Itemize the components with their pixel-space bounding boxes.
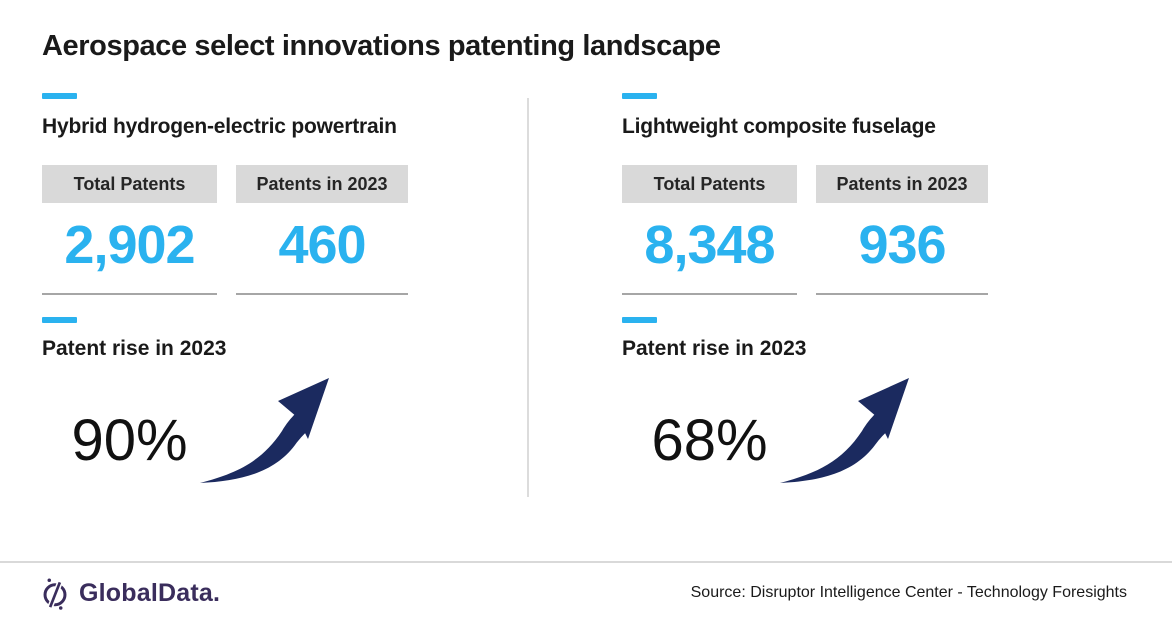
stat-patents-2023: Patents in 2023 460 bbox=[236, 165, 408, 295]
stat-total-patents: Total Patents 8,348 bbox=[622, 165, 797, 295]
logo-text: GlobalData. bbox=[79, 578, 221, 607]
rise-label: Patent rise in 2023 bbox=[42, 337, 227, 360]
accent-dash bbox=[622, 317, 657, 323]
stat-patents-2023: Patents in 2023 936 bbox=[816, 165, 988, 295]
stat-label: Total Patents bbox=[622, 165, 797, 203]
stats-row: Total Patents 8,348 Patents in 2023 936 bbox=[622, 165, 1048, 295]
stat-underline bbox=[622, 293, 797, 295]
source-attribution: Source: Disruptor Intelligence Center - … bbox=[690, 584, 1127, 601]
accent-dash bbox=[622, 93, 657, 99]
panel-heading: Hybrid hydrogen-electric powertrain bbox=[42, 115, 397, 138]
rise-arrow-icon bbox=[200, 378, 329, 483]
vertical-divider bbox=[527, 98, 529, 497]
stat-value: 936 bbox=[858, 215, 946, 275]
stat-label: Total Patents bbox=[42, 165, 217, 203]
rise-row: 68% bbox=[622, 375, 1048, 487]
accent-dash bbox=[42, 93, 77, 99]
globaldata-logo: GlobalData. bbox=[40, 574, 220, 612]
stat-underline bbox=[42, 293, 217, 295]
panel-composite-fuselage: Lightweight composite fuselage Total Pat… bbox=[622, 93, 1048, 487]
stat-value: 460 bbox=[278, 215, 366, 275]
stat-underline bbox=[816, 293, 988, 295]
stat-label: Patents in 2023 bbox=[236, 165, 408, 203]
accent-dash bbox=[42, 317, 77, 323]
panel-hydrogen-powertrain: Hybrid hydrogen-electric powertrain Tota… bbox=[42, 93, 468, 487]
stat-label: Patents in 2023 bbox=[816, 165, 988, 203]
rise-arrow-icon bbox=[780, 378, 909, 483]
stat-underline bbox=[236, 293, 408, 295]
globaldata-mark-icon bbox=[43, 578, 67, 610]
stat-value: 2,902 bbox=[64, 215, 195, 275]
stat-value: 8,348 bbox=[644, 215, 775, 275]
stat-total-patents: Total Patents 2,902 bbox=[42, 165, 217, 295]
page-title: Aerospace select innovations patenting l… bbox=[42, 30, 721, 62]
panel-heading: Lightweight composite fuselage bbox=[622, 115, 936, 138]
rise-row: 90% bbox=[42, 375, 468, 487]
rise-value: 68% bbox=[651, 408, 768, 473]
rise-label: Patent rise in 2023 bbox=[622, 337, 807, 360]
footer-divider bbox=[0, 561, 1172, 563]
stats-row: Total Patents 2,902 Patents in 2023 460 bbox=[42, 165, 468, 295]
rise-value: 90% bbox=[71, 408, 188, 473]
